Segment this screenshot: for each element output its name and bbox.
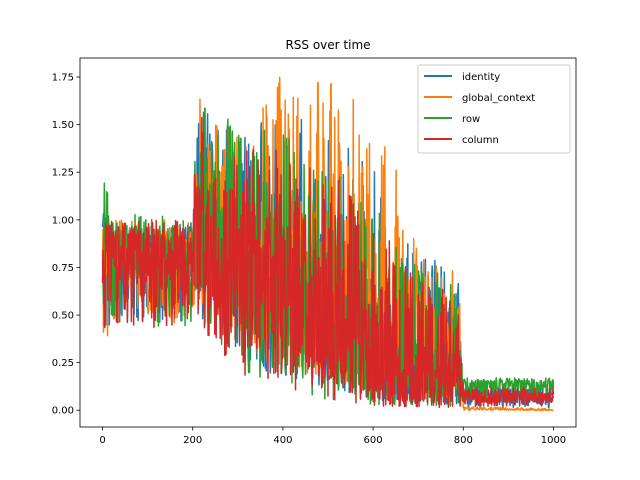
legend-label-global-context: global_context: [462, 93, 535, 104]
y-tick-label: 0.50: [52, 311, 74, 322]
legend-label-column: column: [462, 135, 499, 146]
y-tick-label: 1.50: [52, 120, 74, 131]
x-tick-label: 1000: [541, 435, 566, 446]
x-tick-label: 600: [364, 435, 383, 446]
x-tick-label: 200: [183, 435, 202, 446]
series-layer: [101, 76, 555, 411]
y-tick-label: 0.75: [52, 263, 74, 274]
chart-title: RSS over time: [285, 38, 370, 52]
legend-label-identity: identity: [462, 72, 500, 83]
y-tick-label: 1.25: [52, 168, 74, 179]
y-tick-label: 0.25: [52, 358, 74, 369]
y-tick-label: 1.75: [52, 73, 74, 84]
plot-frame: [79, 57, 577, 428]
x-tick-label: 0: [99, 435, 105, 446]
legend-label-row: row: [462, 114, 480, 125]
axes-layer: 0 200 400 600 800 1000 0.00 0.25 0.50 0.75 1.00 1.2…: [52, 57, 577, 446]
y-tick-label: 0.00: [52, 406, 74, 417]
series-line-column: [101, 116, 555, 409]
x-tick-label: 800: [454, 435, 473, 446]
y-tick-label: 1.00: [52, 215, 74, 226]
x-tick-label: 400: [273, 435, 292, 446]
legend-box: [417, 64, 571, 154]
